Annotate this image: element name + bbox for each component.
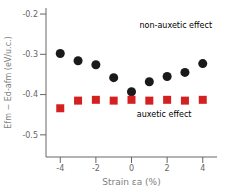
- svg-text:-2: -2: [92, 164, 100, 173]
- svg-text:Strain εa (%): Strain εa (%): [102, 177, 160, 187]
- svg-text:-0.4: -0.4: [22, 90, 38, 99]
- svg-text:Efm − Ed-afm (eV/u.c.): Efm − Ed-afm (eV/u.c.): [8, 36, 13, 128]
- svg-text:-0.5: -0.5: [22, 131, 38, 140]
- svg-text:2: 2: [165, 164, 170, 173]
- svg-text:-0.2: -0.2: [22, 10, 38, 19]
- svg-text:non-auxetic effect: non-auxetic effect: [140, 21, 213, 30]
- svg-text:auxetic effect: auxetic effect: [137, 110, 192, 119]
- svg-text:0: 0: [129, 164, 134, 173]
- svg-text:-0.3: -0.3: [22, 50, 38, 59]
- svg-text:4: 4: [200, 164, 205, 173]
- svg-text:-4: -4: [56, 164, 64, 173]
